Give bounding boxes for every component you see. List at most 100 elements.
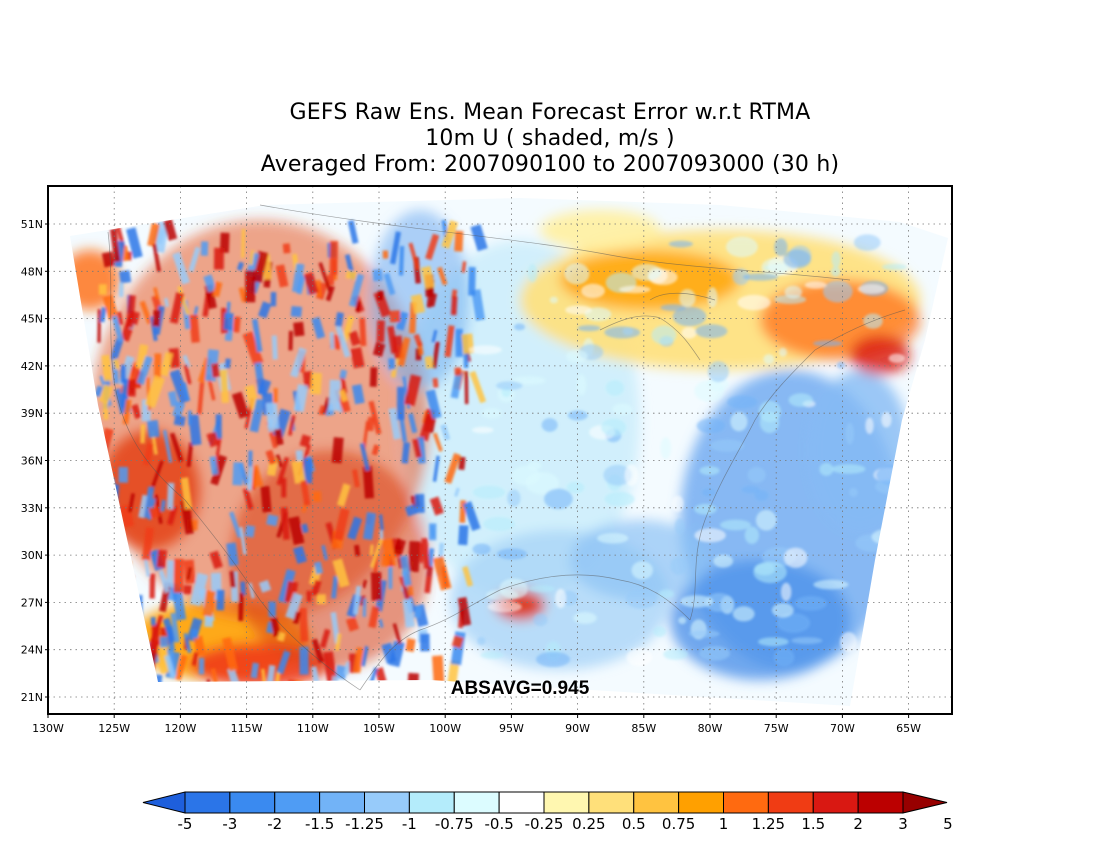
field-streak bbox=[271, 335, 278, 360]
field-blob bbox=[783, 547, 808, 568]
field-streak bbox=[319, 628, 331, 649]
field-blob bbox=[732, 606, 755, 622]
lon-label: 85W bbox=[631, 722, 656, 735]
field-streak bbox=[369, 367, 378, 387]
field-blob bbox=[755, 510, 777, 531]
field-streak bbox=[334, 664, 348, 680]
field-streak bbox=[400, 555, 412, 587]
field-streak bbox=[425, 233, 440, 261]
field-streak bbox=[219, 232, 230, 253]
field-streak bbox=[191, 629, 199, 639]
field-streak bbox=[410, 293, 426, 315]
field-streak bbox=[269, 616, 281, 637]
field-streak bbox=[470, 224, 488, 252]
field-blob bbox=[653, 626, 667, 637]
field-streak bbox=[166, 482, 175, 510]
field-blob bbox=[597, 532, 629, 544]
field-streak bbox=[174, 654, 188, 681]
colorbar-label: 0.25 bbox=[572, 815, 605, 833]
field-blob bbox=[469, 345, 502, 355]
field-blob bbox=[671, 495, 684, 513]
field-streak bbox=[136, 355, 153, 385]
field-streak bbox=[404, 374, 422, 407]
field-streak bbox=[332, 558, 350, 588]
field-streak bbox=[182, 354, 191, 368]
field-streak bbox=[249, 250, 255, 266]
field-streak bbox=[109, 228, 121, 263]
field-streak bbox=[381, 553, 391, 567]
field-streak bbox=[236, 261, 245, 271]
lat-label: 39N bbox=[21, 407, 43, 420]
field-blob bbox=[651, 325, 677, 345]
field-blob bbox=[604, 326, 641, 339]
field-blob bbox=[600, 418, 627, 437]
field-streak bbox=[432, 556, 452, 591]
colorbar-box bbox=[453, 791, 500, 814]
field-blob bbox=[784, 285, 803, 299]
field-streak bbox=[169, 432, 184, 463]
field-streak bbox=[289, 347, 307, 378]
lon-label: 120W bbox=[164, 722, 196, 735]
colorbar-box bbox=[588, 791, 635, 814]
field-streak bbox=[288, 330, 293, 351]
field-streak bbox=[280, 507, 290, 540]
colorbar bbox=[142, 791, 948, 814]
field-streak bbox=[404, 504, 418, 517]
field-streak bbox=[388, 407, 402, 440]
field-streak bbox=[219, 369, 230, 404]
field-blob bbox=[710, 439, 744, 452]
field-streak bbox=[329, 240, 338, 276]
field-streak bbox=[247, 466, 254, 491]
field-streak bbox=[345, 269, 358, 281]
field-blob bbox=[541, 418, 558, 432]
field-streak bbox=[152, 309, 161, 327]
field-blob bbox=[483, 516, 516, 532]
lat-label: 24N bbox=[21, 644, 43, 657]
field-streak bbox=[209, 550, 223, 570]
field-streak bbox=[215, 414, 222, 439]
field-streak bbox=[431, 341, 440, 369]
field-blob bbox=[831, 251, 841, 268]
field-streak bbox=[210, 363, 221, 378]
field-blob bbox=[747, 467, 766, 483]
field-streak bbox=[153, 287, 160, 300]
field-streak bbox=[295, 450, 304, 461]
lat-label: 48N bbox=[21, 265, 43, 278]
field-streak bbox=[267, 419, 273, 429]
field-streak bbox=[248, 582, 255, 599]
title-line-1: GEFS Raw Ens. Mean Forecast Error w.r.t … bbox=[289, 100, 811, 125]
field-streak bbox=[111, 315, 124, 343]
field-streak bbox=[148, 505, 161, 519]
field-blob bbox=[744, 526, 759, 544]
field-streak bbox=[244, 270, 256, 303]
field-streak bbox=[331, 575, 339, 599]
field-blob bbox=[730, 412, 748, 432]
field-streak bbox=[258, 301, 272, 319]
field-streak bbox=[168, 348, 181, 369]
chart-title: GEFS Raw Ens. Mean Forecast Error w.r.t … bbox=[0, 100, 1100, 178]
colorbar-box bbox=[857, 791, 904, 814]
field-streak bbox=[355, 301, 361, 313]
field-streak bbox=[347, 516, 363, 541]
field-streak bbox=[167, 505, 178, 526]
field-streak bbox=[430, 293, 438, 307]
field-blob bbox=[566, 481, 585, 494]
field-blob bbox=[694, 503, 717, 515]
field-blob bbox=[707, 361, 729, 383]
field-streak bbox=[454, 487, 460, 497]
absavg-label: ABSAVG=0.945 bbox=[451, 678, 590, 699]
field-blob bbox=[688, 629, 720, 638]
field-streak bbox=[432, 377, 439, 388]
field-streak bbox=[127, 493, 135, 513]
field-streak bbox=[197, 382, 205, 415]
field-blob bbox=[725, 236, 758, 258]
field-blob bbox=[759, 411, 780, 434]
lat-label: 42N bbox=[21, 360, 43, 373]
field-streak bbox=[291, 459, 306, 484]
field-streak bbox=[186, 442, 194, 468]
field-blob bbox=[823, 280, 853, 303]
lat-label: 33N bbox=[21, 502, 43, 515]
field-streak bbox=[396, 311, 409, 331]
field-blob bbox=[658, 589, 675, 599]
